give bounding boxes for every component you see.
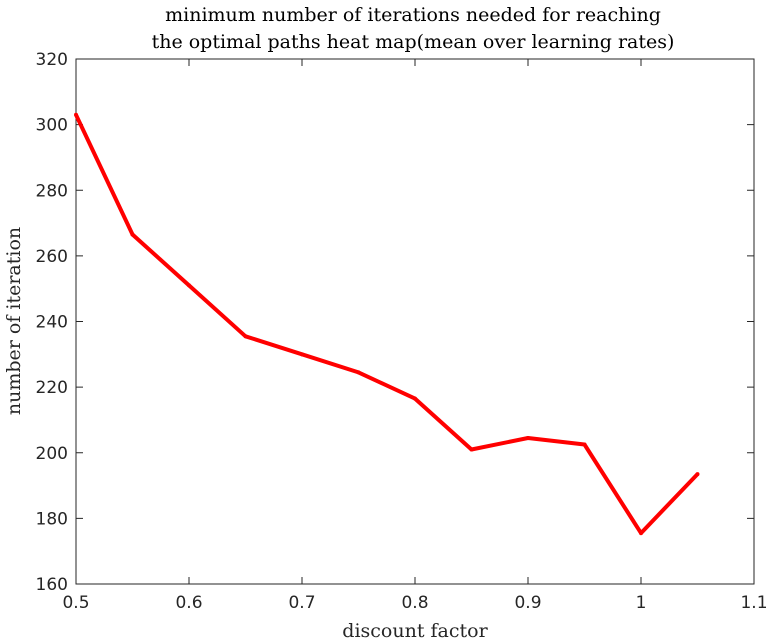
x-tick-label: 0.7 xyxy=(288,593,315,613)
y-tick-label: 160 xyxy=(36,575,68,595)
x-tick-label: 1.1 xyxy=(740,593,767,613)
y-axis-label: number of iteration xyxy=(3,227,25,415)
data-point xyxy=(413,396,417,401)
y-tick-label: 280 xyxy=(36,181,68,201)
y-tick-label: 320 xyxy=(36,50,68,70)
data-point xyxy=(639,531,643,536)
plot-area-frame xyxy=(75,58,755,585)
x-axis-ticks: 0.5 0.6 0.7 0.8 0.9 1 1.1 xyxy=(62,59,768,613)
y-tick-label: 260 xyxy=(36,247,68,267)
x-axis-label: discount factor xyxy=(342,620,488,642)
y-tick-label: 200 xyxy=(36,444,68,464)
y-tick-label: 240 xyxy=(36,313,68,333)
y-axis-ticks: 160 180 200 220 240 260 280 300 320 xyxy=(36,50,754,595)
x-tick-label: 0.6 xyxy=(175,593,202,613)
data-point xyxy=(130,232,135,237)
series-line xyxy=(74,113,699,536)
data-point xyxy=(74,112,78,117)
data-point xyxy=(469,447,474,452)
data-point xyxy=(582,442,587,447)
data-point xyxy=(695,472,700,477)
x-tick-label: 0.8 xyxy=(401,593,428,613)
data-point xyxy=(526,435,530,440)
chart-title-line-1: minimum number of iterations needed for … xyxy=(165,4,661,26)
data-point xyxy=(243,334,248,339)
y-tick-label: 180 xyxy=(36,509,68,529)
x-tick-label: 0.5 xyxy=(62,593,89,613)
y-tick-label: 220 xyxy=(36,378,68,398)
data-point xyxy=(300,352,304,357)
data-point xyxy=(187,283,191,288)
series-layer xyxy=(74,112,700,536)
x-tick-label: 1 xyxy=(636,593,647,613)
chart-title-line-2: the optimal paths heat map(mean over lea… xyxy=(152,31,675,53)
x-tick-label: 0.9 xyxy=(514,593,541,613)
y-tick-label: 300 xyxy=(36,116,68,136)
data-point xyxy=(356,370,361,375)
